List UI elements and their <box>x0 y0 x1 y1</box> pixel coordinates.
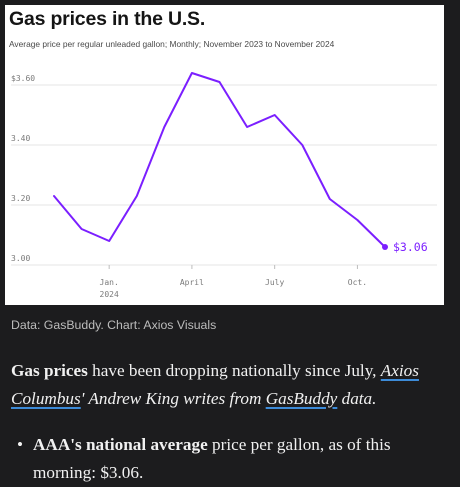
article-paragraph: Gas prices have been dropping nationally… <box>11 357 451 413</box>
chart-title: Gas prices in the U.S. <box>9 8 206 30</box>
bullet-item: • AAA's national average price per gallo… <box>17 431 453 487</box>
bullet-dot-icon: • <box>17 435 24 454</box>
y-tick-label: 3.40 <box>11 134 30 143</box>
columbus-link[interactable]: Columbus <box>11 389 81 408</box>
paragraph-line-1: Gas prices have been dropping nationally… <box>11 357 451 385</box>
paragraph-text-italic: ' Andrew King writes from <box>80 389 266 408</box>
x-tick-label: April <box>180 278 204 287</box>
paragraph-text: have been dropping nationally since July… <box>87 361 381 380</box>
series-line <box>53 72 386 248</box>
paragraph-line-2: Columbus' Andrew King writes from GasBud… <box>11 385 451 413</box>
gasbuddy-link[interactable]: GasBuddy <box>265 389 338 408</box>
y-tick-label: 3.00 <box>11 254 30 263</box>
axios-link[interactable]: Axios <box>380 361 419 380</box>
bullet-bold: AAA's national average <box>33 435 208 454</box>
line-chart: $3.60 3.40 3.20 3.00 Jan. 2024 April July Oct. $3… <box>11 72 437 299</box>
x-tick-label: July <box>265 278 284 287</box>
x-tick-label: Jan. <box>100 278 119 287</box>
chart-subtitle: Average price per regular unleaded gallo… <box>9 39 335 49</box>
end-value-label: $3.06 <box>393 240 428 254</box>
end-point-marker <box>382 244 388 250</box>
x-tick-label: Oct. <box>348 278 367 287</box>
y-tick-label: 3.20 <box>11 194 30 203</box>
x-tick-sublabel: 2024 <box>100 290 119 299</box>
lead-bold: Gas prices <box>11 361 88 380</box>
bullet-line-2: morning: $3.06. <box>33 463 144 482</box>
y-tick-label: $3.60 <box>11 74 35 83</box>
chart-card: Gas prices in the U.S. Average price per… <box>5 5 444 305</box>
chart-source: Data: GasBuddy. Chart: Axios Visuals <box>11 318 217 332</box>
bullet-text: price per gallon, as of this <box>207 435 391 454</box>
bullet-line-1: AAA's national average price per gallon,… <box>33 431 453 459</box>
paragraph-text-end: data. <box>337 389 377 408</box>
